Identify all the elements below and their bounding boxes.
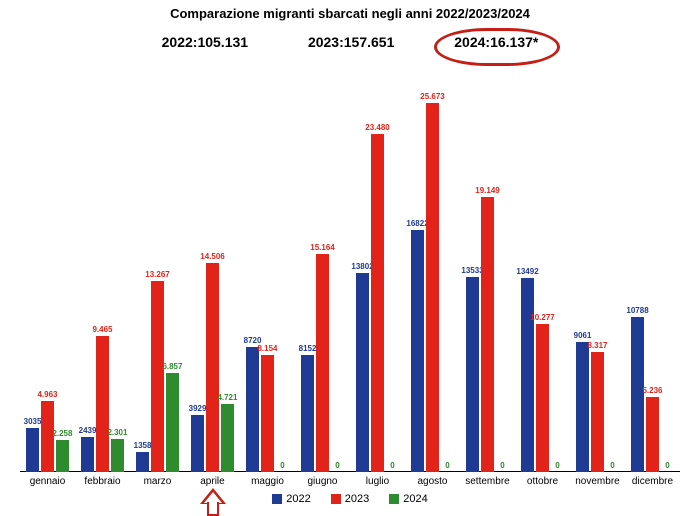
bar-2022-luglio <box>356 273 369 472</box>
bar-2022-settembre <box>466 277 479 472</box>
bar-2022-marzo <box>136 452 149 472</box>
bar-2023-ottobre <box>536 324 549 472</box>
bar-label-2022-ottobre: 13492 <box>516 267 538 276</box>
x-label-dicembre: dicembre <box>632 476 673 487</box>
bar-2023-agosto <box>426 103 439 472</box>
bar-2024-aprile <box>221 404 234 472</box>
bar-2024-gennaio <box>56 440 69 472</box>
bar-label-2024-agosto: 0 <box>445 461 449 470</box>
bar-2022-agosto <box>411 230 424 472</box>
bar-label-2023-luglio: 23.480 <box>365 123 389 132</box>
bar-2022-gennaio <box>26 428 39 472</box>
bar-label-2024-dicembre: 0 <box>665 461 669 470</box>
bar-label-2024-marzo: 6.857 <box>162 362 182 371</box>
month-group-dicembre: 107885.2360dicembre <box>631 76 674 472</box>
bar-label-2023-agosto: 25.673 <box>420 92 444 101</box>
month-group-novembre: 90618.3170novembre <box>576 76 619 472</box>
chart-legend: 2022 2023 2024 <box>0 493 700 505</box>
total-2022: 2022:105.131 <box>162 34 248 50</box>
bar-label-2024-giugno: 0 <box>335 461 339 470</box>
x-label-settembre: settembre <box>465 476 509 487</box>
bar-2023-marzo <box>151 281 164 472</box>
bar-label-2023-dicembre: 5.236 <box>642 386 662 395</box>
highlight-arrow-icon <box>200 488 226 516</box>
legend-swatch-2023 <box>331 494 341 504</box>
total-2023: 2023:157.651 <box>308 34 394 50</box>
bar-label-2022-aprile: 3929 <box>189 404 207 413</box>
bar-label-2024-gennaio: 2.258 <box>52 429 72 438</box>
bar-label-2024-novembre: 0 <box>610 461 614 470</box>
legend-swatch-2024 <box>389 494 399 504</box>
chart-title: Comparazione migranti sbarcati negli ann… <box>0 6 700 21</box>
month-group-aprile: 392914.5064.721aprile <box>191 76 234 472</box>
bar-label-2023-gennaio: 4.963 <box>37 390 57 399</box>
bar-label-2024-luglio: 0 <box>390 461 394 470</box>
bar-label-2023-novembre: 8.317 <box>587 341 607 350</box>
bar-2022-maggio <box>246 347 259 472</box>
month-group-settembre: 1353319.1490settembre <box>466 76 509 472</box>
legend-item-2023: 2023 <box>331 493 369 505</box>
bar-2023-novembre <box>591 352 604 472</box>
bar-label-2022-febbraio: 2439 <box>79 426 97 435</box>
bar-label-2022-novembre: 9061 <box>574 331 592 340</box>
month-group-luglio: 1380223.4800luglio <box>356 76 399 472</box>
bar-label-2022-marzo: 1358 <box>134 441 152 450</box>
bar-2023-luglio <box>371 134 384 472</box>
bar-label-2023-ottobre: 10.277 <box>530 313 554 322</box>
bar-label-2023-giugno: 15.164 <box>310 243 334 252</box>
x-label-marzo: marzo <box>144 476 172 487</box>
highlight-ellipse <box>434 28 560 66</box>
legend-item-2024: 2024 <box>389 493 427 505</box>
x-label-maggio: maggio <box>251 476 284 487</box>
bar-2023-giugno <box>316 254 329 472</box>
bar-2022-aprile <box>191 415 204 472</box>
bar-2023-dicembre <box>646 397 659 472</box>
bar-2023-settembre <box>481 197 494 472</box>
bar-2023-aprile <box>206 263 219 472</box>
bar-2023-maggio <box>261 355 274 472</box>
month-group-ottobre: 1349210.2770ottobre <box>521 76 564 472</box>
bar-2023-febbraio <box>96 336 109 472</box>
bar-label-2022-dicembre: 10788 <box>626 306 648 315</box>
x-label-ottobre: ottobre <box>527 476 558 487</box>
x-label-giugno: giugno <box>307 476 337 487</box>
x-label-luglio: luglio <box>366 476 389 487</box>
bar-label-2022-gennaio: 3035 <box>24 417 42 426</box>
x-label-febbraio: febbraio <box>84 476 120 487</box>
bar-2022-ottobre <box>521 278 534 472</box>
month-group-giugno: 815215.1640giugno <box>301 76 344 472</box>
bar-label-2024-settembre: 0 <box>500 461 504 470</box>
month-group-agosto: 1682225.6730agosto <box>411 76 454 472</box>
month-group-maggio: 87208.1540maggio <box>246 76 289 472</box>
bar-label-2023-marzo: 13.267 <box>145 270 169 279</box>
bar-2022-febbraio <box>81 437 94 472</box>
bar-2024-febbraio <box>111 439 124 472</box>
bar-label-2022-giugno: 8152 <box>299 344 317 353</box>
bar-label-2023-maggio: 8.154 <box>257 344 277 353</box>
month-group-marzo: 135813.2676.857marzo <box>136 76 179 472</box>
bar-label-2024-aprile: 4.721 <box>217 393 237 402</box>
x-label-novembre: novembre <box>575 476 619 487</box>
x-label-aprile: aprile <box>200 476 224 487</box>
bar-2022-novembre <box>576 342 589 472</box>
bar-label-2024-febbraio: 2.301 <box>107 428 127 437</box>
legend-label-2024: 2024 <box>403 493 427 505</box>
bar-label-2023-febbraio: 9.465 <box>92 325 112 334</box>
chart-plot-area: 30354.9632.258gennaio24399.4652.301febbr… <box>20 76 680 472</box>
legend-label-2023: 2023 <box>345 493 369 505</box>
month-group-gennaio: 30354.9632.258gennaio <box>26 76 69 472</box>
bar-label-2024-maggio: 0 <box>280 461 284 470</box>
x-label-gennaio: gennaio <box>30 476 66 487</box>
bar-label-2024-ottobre: 0 <box>555 461 559 470</box>
legend-item-2022: 2022 <box>272 493 310 505</box>
bar-label-2023-aprile: 14.506 <box>200 252 224 261</box>
totals-row: 2022:105.131 2023:157.651 2024:16.137* <box>0 34 700 50</box>
legend-label-2022: 2022 <box>286 493 310 505</box>
bar-label-2023-settembre: 19.149 <box>475 186 499 195</box>
x-label-agosto: agosto <box>417 476 447 487</box>
bar-2024-marzo <box>166 373 179 472</box>
legend-swatch-2022 <box>272 494 282 504</box>
bar-2022-giugno <box>301 355 314 472</box>
month-group-febbraio: 24399.4652.301febbraio <box>81 76 124 472</box>
